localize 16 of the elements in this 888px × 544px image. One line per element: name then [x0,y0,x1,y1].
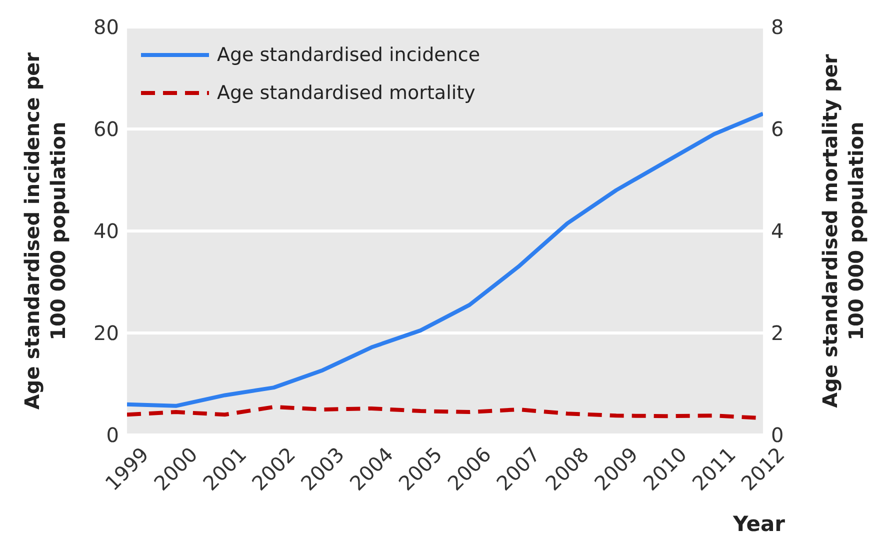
y-tick-label: 20 [94,321,119,346]
legend-label: Age standardised mortality [217,82,476,104]
y-tick-label: 0 [106,423,119,448]
x-axis-title: Year [732,512,785,536]
legend-label: Age standardised incidence [217,44,480,66]
y-tick-label: 60 [94,117,119,142]
y2-tick-label: 6 [771,117,784,142]
y2-tick-label: 2 [771,321,784,346]
y-tick-label: 40 [94,219,119,244]
y-axis-title: Age standardised incidence per 100 000 population [19,51,71,412]
y-tick-label: 80 [94,15,119,40]
y2-tick-label: 0 [771,423,784,448]
line-series [127,112,763,408]
y2-tick-label: 4 [771,219,784,244]
y2-axis-title: Age standardised mortality per 100 000 population [817,53,869,410]
y2-tick-label: 8 [771,15,784,40]
